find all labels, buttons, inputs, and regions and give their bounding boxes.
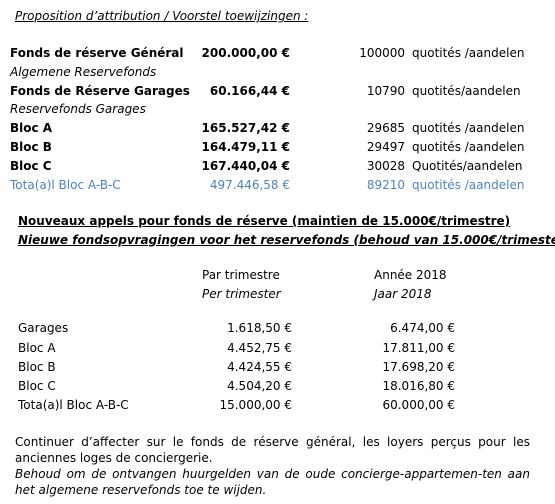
column-header-year: Année 2018	[374, 268, 447, 282]
fund-amount: 167.440,04 €	[201, 159, 290, 173]
fund-unit: quotités/aandelen	[412, 84, 521, 98]
fund-total-quotites: 89210	[366, 178, 405, 192]
table-row-quarter: 1.618,50 €	[227, 321, 292, 335]
fund-label: Fonds de réserve Général	[10, 46, 184, 60]
section-heading-nl: Nieuwe fondsopvragingen voor het reserve…	[18, 233, 555, 247]
fund-quotites: 100000	[359, 46, 405, 60]
table-row-label: Bloc B	[18, 360, 56, 374]
fund-total-amount: 497.446,58 €	[209, 178, 290, 192]
fund-amount: 200.000,00 €	[201, 46, 290, 60]
column-header-year-nl: Jaar 2018	[374, 287, 432, 301]
fund-unit: Quotités/aandelen	[412, 159, 523, 173]
table-row-total-quarter: 15.000,00 €	[219, 398, 292, 412]
fund-quotites: 30028	[366, 159, 405, 173]
table-row-label: Bloc C	[18, 379, 56, 393]
table-row-year: 17.811,00 €	[382, 341, 455, 355]
fund-label: Bloc C	[10, 159, 52, 173]
fund-total-unit: quotités /aandelen	[412, 178, 525, 192]
closing-paragraph-nl: Behoud om de ontvangen huurgelden van de…	[15, 467, 530, 497]
table-row-label: Garages	[18, 321, 69, 335]
fund-label: Fonds de Réserve Garages	[10, 84, 190, 98]
column-header-quarter-nl: Per trimester	[202, 287, 281, 301]
section-heading-fr: Nouveaux appels pour fonds de réserve (m…	[18, 214, 511, 228]
fund-quotites: 29685	[366, 121, 405, 135]
fund-amount: 165.527,42 €	[201, 121, 290, 135]
table-row-quarter: 4.424,55 €	[227, 360, 292, 374]
closing-paragraph-fr: Continuer d’affecter sur le fonds de rés…	[15, 435, 530, 465]
fund-quotites: 29497	[366, 140, 405, 154]
fund-total-label: Tota(a)l Bloc A-B-C	[10, 178, 121, 192]
table-row-quarter: 4.452,75 €	[227, 341, 292, 355]
fund-amount: 164.479,11 €	[201, 140, 290, 154]
fund-sublabel: Algemene Reservefonds	[10, 65, 157, 79]
table-row-quarter: 4.504,20 €	[227, 379, 292, 393]
fund-sublabel: Reservefonds Garages	[10, 102, 146, 116]
page-title: Proposition d’attribution / Voorstel toe…	[15, 9, 309, 23]
table-row-total-year: 60.000,00 €	[382, 398, 455, 412]
fund-amount: 60.166,44 €	[209, 84, 290, 98]
column-header-quarter: Par trimestre	[202, 268, 280, 282]
table-row-total-label: Tota(a)l Bloc A-B-C	[18, 398, 129, 412]
fund-unit: quotités /aandelen	[412, 140, 525, 154]
fund-unit: quotités /aandelen	[412, 46, 525, 60]
table-row-year: 18.016,80 €	[382, 379, 455, 393]
table-row-year: 17.698,20 €	[382, 360, 455, 374]
fund-quotites: 10790	[366, 84, 405, 98]
table-row-label: Bloc A	[18, 341, 56, 355]
fund-unit: quotités /aandelen	[412, 121, 525, 135]
table-row-year: 6.474,00 €	[390, 321, 455, 335]
fund-label: Bloc A	[10, 121, 53, 135]
fund-label: Bloc B	[10, 140, 52, 154]
